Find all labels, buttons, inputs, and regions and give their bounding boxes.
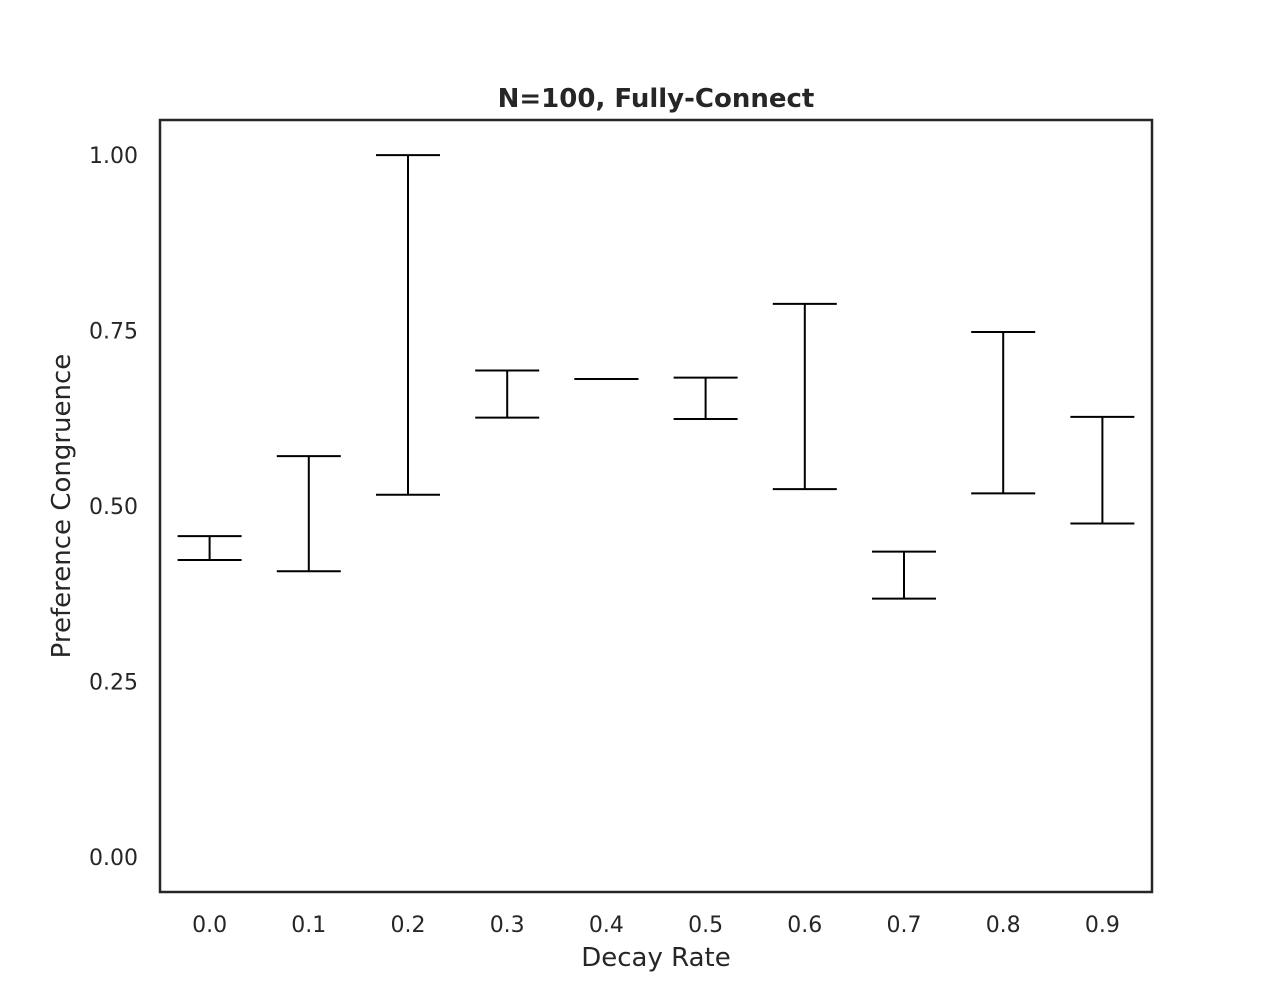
x-tick-label: 0.2 — [391, 913, 426, 938]
x-tick-label: 0.9 — [1085, 913, 1120, 938]
error-bar — [177, 535, 242, 562]
y-axis-ticks: 0.00 0.25 0.50 0.75 1.00 — [89, 144, 138, 871]
y-axis-label: Preference Congruence — [47, 354, 77, 659]
y-tick-label: 0.50 — [89, 495, 138, 520]
error-bar — [475, 369, 540, 419]
error-bar — [376, 154, 440, 496]
error-bar — [673, 376, 738, 420]
error-bar — [872, 550, 936, 600]
x-tick-label: 0.7 — [887, 913, 922, 938]
error-bar — [1070, 415, 1135, 525]
plot-frame — [158, 118, 1154, 894]
x-tick-label: 0.4 — [589, 913, 624, 938]
y-tick-label: 0.00 — [89, 846, 138, 871]
error-bar — [276, 455, 341, 573]
error-bar — [971, 330, 1036, 495]
x-tick-label: 0.5 — [688, 913, 723, 938]
x-tick-label: 0.1 — [291, 913, 326, 938]
x-tick-label: 0.3 — [490, 913, 525, 938]
x-axis-label: Decay Rate — [581, 943, 731, 973]
y-tick-label: 1.00 — [89, 144, 138, 169]
error-bars — [177, 154, 1135, 600]
x-axis-ticks: 0.0 0.1 0.2 0.3 0.4 0.5 0.6 0.7 0.8 0.9 — [192, 913, 1120, 938]
chart-title: N=100, Fully-Connect — [498, 84, 815, 114]
y-tick-label: 0.25 — [89, 670, 138, 695]
error-bar — [772, 302, 837, 491]
x-tick-label: 0.6 — [787, 913, 822, 938]
x-tick-label: 0.0 — [192, 913, 227, 938]
y-tick-label: 0.75 — [89, 320, 138, 345]
x-tick-label: 0.8 — [986, 913, 1021, 938]
